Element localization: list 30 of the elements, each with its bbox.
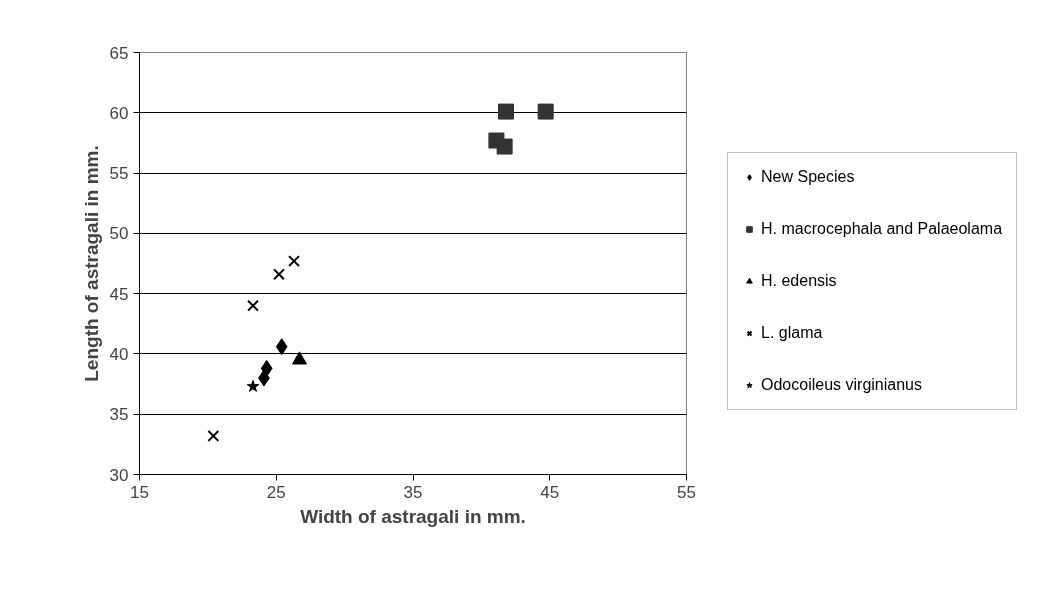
y-tick-label: 45 [109, 284, 129, 304]
y-tick-label: 55 [109, 164, 129, 184]
legend-label: Odocoileus virginianus [761, 376, 922, 394]
y-tick-label: 35 [109, 405, 129, 425]
x-tick-label: 55 [677, 482, 696, 502]
y-tick-label: 40 [109, 344, 129, 364]
y-tick-label: 65 [109, 43, 129, 63]
point [246, 379, 260, 392]
y-tick-label: 50 [109, 224, 129, 244]
point [496, 138, 513, 155]
y-axis-title: Length of astragali in mm. [80, 145, 102, 382]
x-tick-label: 35 [403, 482, 423, 502]
x-axis-title: Width of astragali in mm. [300, 505, 526, 527]
x-tick-label: 25 [266, 482, 286, 502]
legend-label: L. glama [761, 324, 823, 342]
point [292, 351, 307, 365]
point [273, 268, 285, 281]
x-tick-label: 15 [130, 482, 149, 502]
legend-label: New Species [761, 168, 855, 186]
point [207, 429, 220, 442]
point [288, 255, 300, 268]
legend-label: H. edensis [761, 272, 837, 290]
legend-label: H. macrocephala and Palaeolama [761, 220, 1003, 238]
y-tick-label: 60 [109, 103, 129, 123]
y-tick-label: 30 [109, 465, 129, 485]
point [537, 103, 554, 120]
point [275, 338, 288, 356]
point [497, 103, 514, 120]
x-tick-label: 45 [540, 482, 560, 502]
point [247, 299, 259, 312]
